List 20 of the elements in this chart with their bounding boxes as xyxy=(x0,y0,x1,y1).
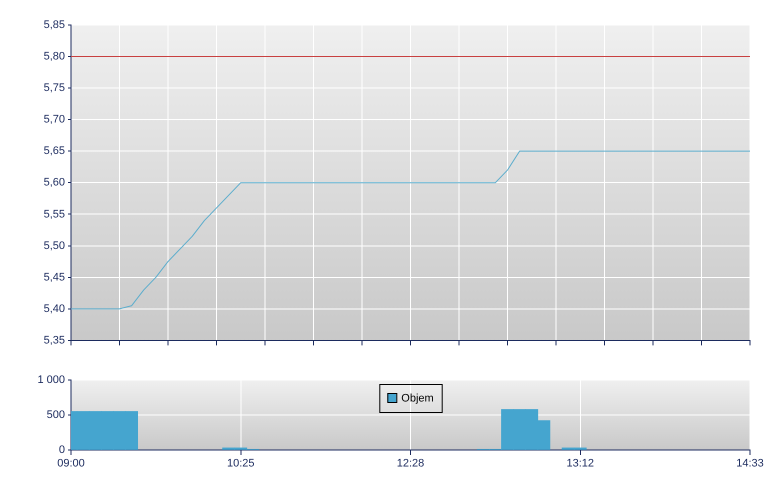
y-tick-label: 5,80 xyxy=(44,50,65,63)
y-tick-label: 1 000 xyxy=(37,374,65,386)
y-tick-label: 0 xyxy=(58,444,65,456)
y-tick-label: 5,65 xyxy=(44,145,65,158)
y-tick-label: 5,60 xyxy=(44,176,65,189)
x-tick-label: 09:00 xyxy=(57,458,85,470)
x-tick-label: 12:28 xyxy=(396,458,424,470)
y-tick-label: 5,55 xyxy=(44,208,65,220)
x-tick-label: 10:25 xyxy=(226,458,255,470)
y-tick-label: 5,35 xyxy=(44,334,65,346)
y-tick-label: 5,70 xyxy=(44,114,65,126)
x-tick-label: 14:33 xyxy=(736,458,764,470)
y-tick-label: 5,75 xyxy=(44,82,65,94)
x-tick-label: 13:12 xyxy=(566,458,594,470)
y-tick-label: 5,40 xyxy=(44,302,65,315)
y-tick-label: 500 xyxy=(46,409,65,422)
y-tick-label: 5,45 xyxy=(44,271,65,284)
y-tick-label: 5,50 xyxy=(44,240,65,252)
legend-label: Objem xyxy=(401,392,434,405)
y-tick-label: 5,85 xyxy=(44,19,65,32)
